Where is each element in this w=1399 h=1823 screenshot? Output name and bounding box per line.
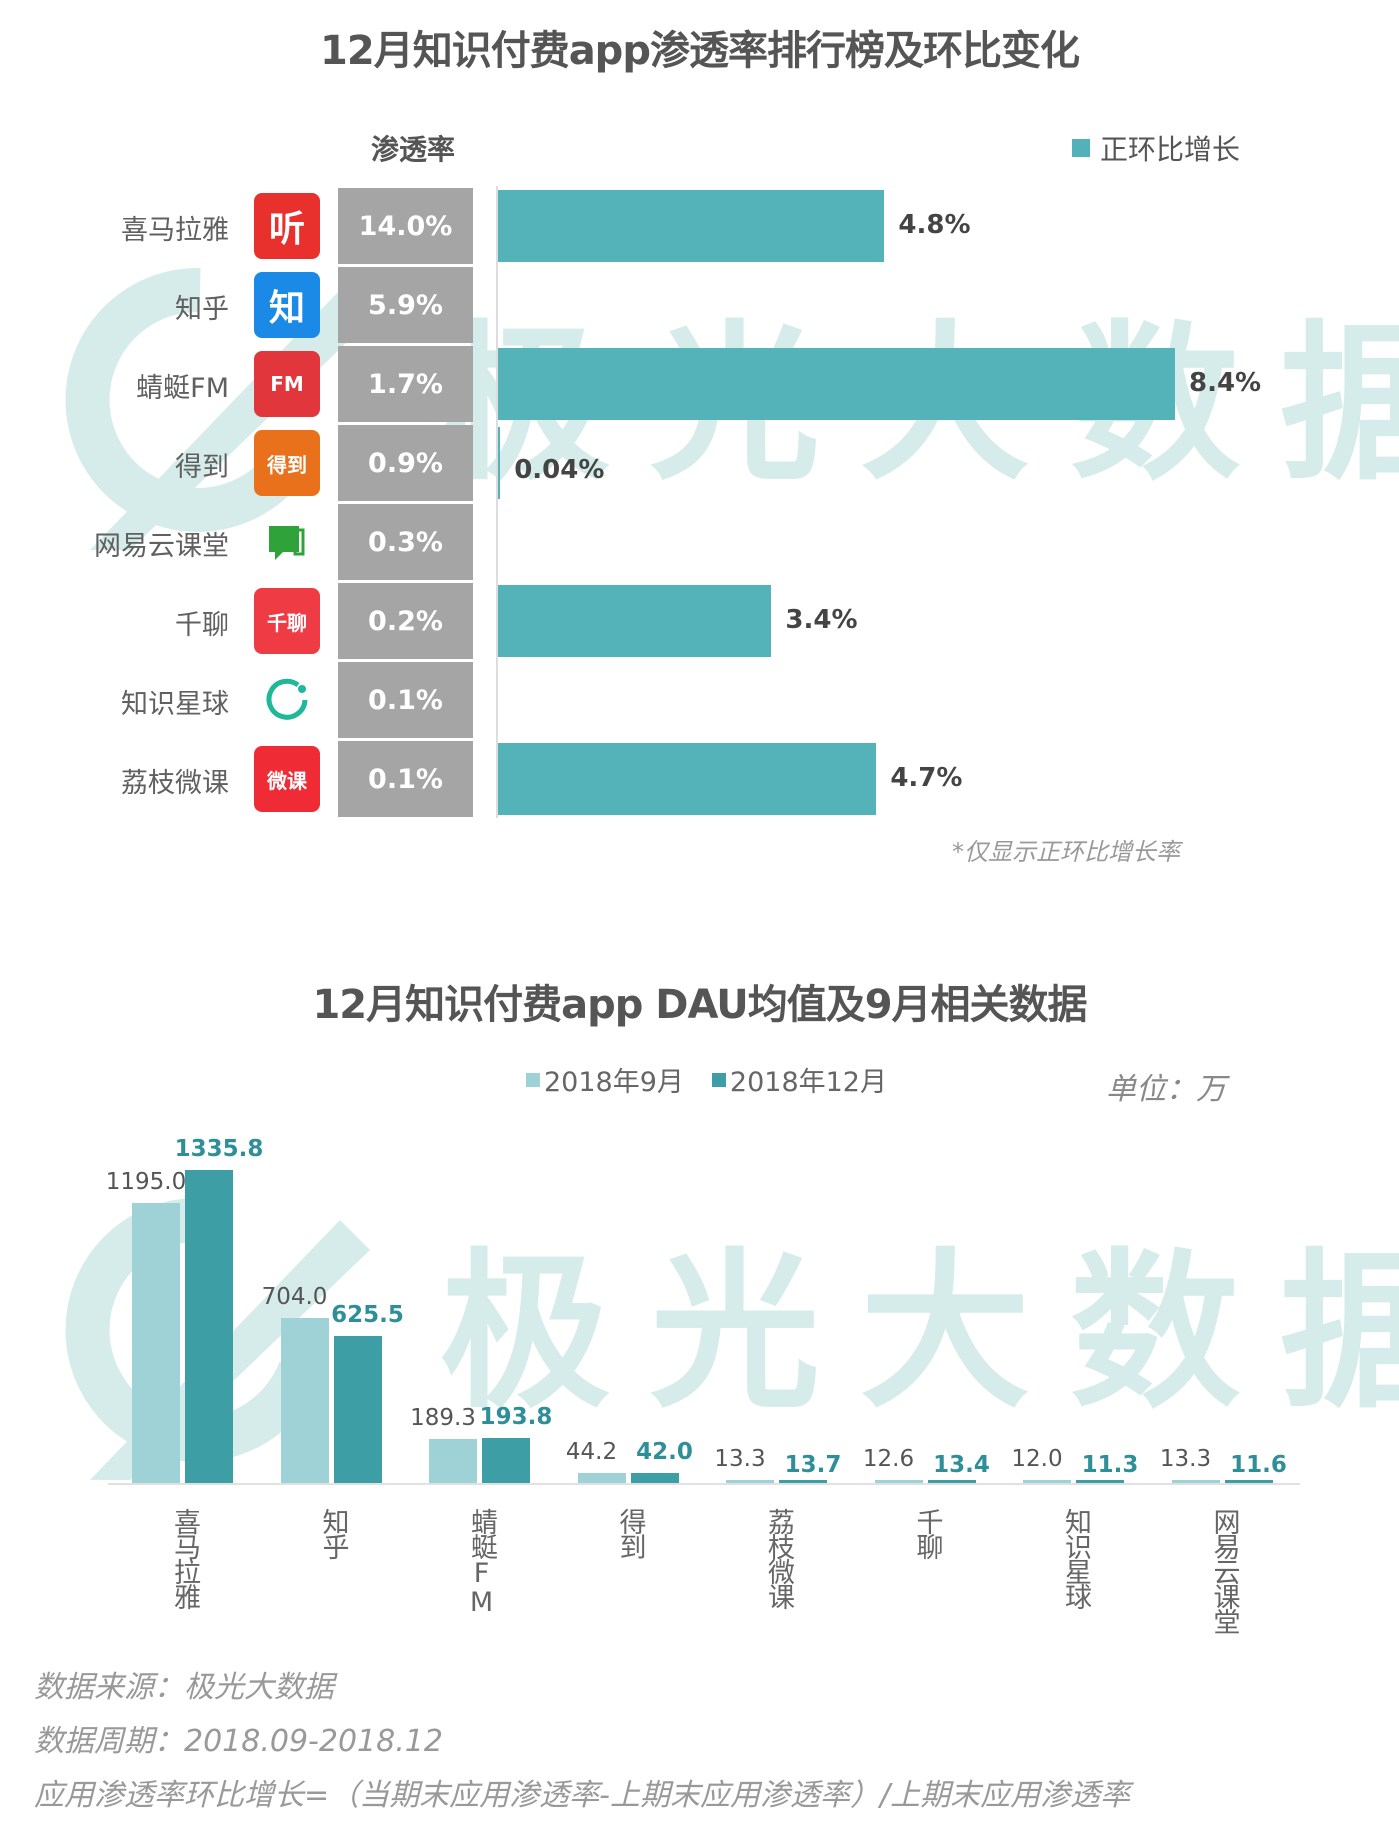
bar-value-label: 12.0 [1011, 1446, 1063, 1472]
bar-value-label: 44.2 [565, 1438, 618, 1465]
bar-2018-sep [280, 1318, 329, 1483]
bar-value-label: 11.6 [1230, 1452, 1287, 1478]
bar-value-label: 11.3 [1081, 1452, 1139, 1478]
x-category-label: 知乎 [317, 1508, 349, 1558]
growth-bar [497, 585, 772, 657]
footer-formula: 应用渗透率环比增长=（当期末应用渗透率-上期末应用渗透率）/上期末应用渗透率 [34, 1778, 1131, 1813]
growth-bar [497, 190, 885, 262]
legend-swatch [1072, 139, 1090, 157]
x-category-label: 荔枝微课 [763, 1508, 794, 1608]
bar-2018-dec [482, 1437, 530, 1483]
legend-label-sep: 2018年9月 [544, 1067, 684, 1098]
x-category-label: 喜马拉雅 [169, 1508, 200, 1608]
growth-bar [497, 743, 877, 815]
bar-2018-sep [1171, 1479, 1220, 1483]
legend-label: 正环比增长 [1100, 133, 1241, 166]
bottom-chart-title: 12月知识付费app DAU均值及9月相关数据 [312, 982, 1087, 1028]
growth-value-label: 3.4% [785, 605, 858, 635]
top-chart-title: 12月知识付费app渗透率排行榜及环比变化 [320, 28, 1080, 74]
bar-value-label: 12.6 [862, 1446, 915, 1472]
app-name-label: 荔枝微课 [121, 768, 229, 799]
qianliao-app-icon: 千聊 [254, 588, 320, 654]
x-category-label: 知识星球 [1060, 1508, 1091, 1608]
app-name-label: 得到 [175, 452, 229, 483]
bar-value-label: 13.3 [1159, 1445, 1212, 1472]
growth-bar [497, 427, 501, 499]
penetration-column-header: 渗透率 [370, 133, 455, 166]
x-category-label: 千聊 [911, 1508, 943, 1558]
app-name-label: 喜马拉雅 [121, 215, 229, 246]
bar-2018-dec [630, 1473, 679, 1483]
legend-label-dec: 2018年12月 [729, 1067, 887, 1098]
app-name-label: 网易云课堂 [94, 531, 229, 562]
bar-value-label: 625.5 [331, 1302, 404, 1329]
bar-2018-sep [132, 1202, 180, 1483]
bar-2018-sep [429, 1438, 477, 1483]
bar-value-label: 1195.0 [105, 1168, 187, 1195]
bar-value-label: 13.7 [784, 1451, 842, 1478]
penetration-cell: 0.3% [338, 504, 473, 580]
penetration-cell: 1.7% [338, 346, 473, 422]
penetration-cell: 0.1% [338, 741, 473, 817]
bar-value-label: 13.3 [714, 1445, 766, 1472]
bar-value-label: 193.8 [479, 1403, 553, 1430]
app-name-label: 知识星球 [121, 689, 229, 720]
growth-bar [497, 348, 1175, 420]
bar-value-label: 704.0 [261, 1284, 328, 1311]
bar-2018-dec [1076, 1480, 1124, 1483]
bar-2018-sep [1023, 1480, 1071, 1483]
legend-swatch-dec [711, 1072, 726, 1087]
bar-value-label: 189.3 [410, 1404, 476, 1431]
bar-2018-dec [1224, 1480, 1273, 1483]
growth-value-label: 4.8% [898, 210, 971, 240]
bar-2018-dec [927, 1479, 976, 1483]
netease-cloud-classroom-app-icon [254, 509, 320, 575]
growth-value-label: 0.04% [514, 455, 605, 485]
growth-axis-line [496, 186, 498, 818]
footer-source: 数据来源：极光大数据 [34, 1670, 334, 1705]
ximalaya-app-icon: 听 [254, 193, 320, 259]
growth-legend: 正环比增长 [1072, 128, 1240, 168]
penetration-cell: 0.9% [338, 425, 473, 501]
zhihu-app-icon: 知 [254, 272, 320, 338]
bar-value-label: 1335.8 [174, 1136, 264, 1162]
penetration-cell: 14.0% [338, 188, 473, 264]
x-category-label: 网易云课堂 [1208, 1508, 1240, 1633]
footer-period: 数据周期：2018.09-2018.12 [34, 1724, 443, 1759]
legend-swatch-sep [526, 1072, 540, 1087]
bar-2018-dec [185, 1170, 233, 1483]
x-category-label: 蜻蜓FM [466, 1508, 497, 1616]
qingting-fm-app-icon: FM [254, 351, 320, 417]
app-name-label: 蜻蜓FM [136, 373, 229, 404]
zhishi-xingqiu-app-icon [254, 667, 320, 733]
growth-note: *仅显示正环比增长率 [952, 838, 1180, 866]
lizhi-weike-app-icon: 微课 [254, 746, 320, 812]
app-name-label: 知乎 [175, 294, 229, 325]
unit-label: 单位：万 [1106, 1072, 1226, 1107]
penetration-cell: 5.9% [338, 267, 473, 343]
dedao-app-icon: 得到 [254, 430, 320, 496]
watermark-text-bottom: 极光大数据 [440, 1234, 1399, 1432]
dau-legend: 2018年9月 2018年12月 [526, 1060, 887, 1099]
penetration-cell: 0.2% [338, 583, 473, 659]
bar-2018-sep [726, 1479, 774, 1483]
bar-2018-sep [874, 1480, 923, 1483]
bar-2018-dec [333, 1336, 382, 1483]
app-name-label: 千聊 [175, 610, 229, 641]
penetration-cell: 0.1% [338, 662, 473, 738]
growth-value-label: 8.4% [1189, 368, 1262, 398]
bar-2018-sep [577, 1472, 626, 1483]
growth-value-label: 4.7% [890, 763, 963, 793]
x-category-label: 得到 [614, 1508, 646, 1558]
bar-value-label: 42.0 [636, 1439, 693, 1466]
bar-2018-dec [779, 1479, 827, 1483]
x-axis-baseline [108, 1483, 1300, 1485]
bar-value-label: 13.4 [933, 1451, 990, 1478]
